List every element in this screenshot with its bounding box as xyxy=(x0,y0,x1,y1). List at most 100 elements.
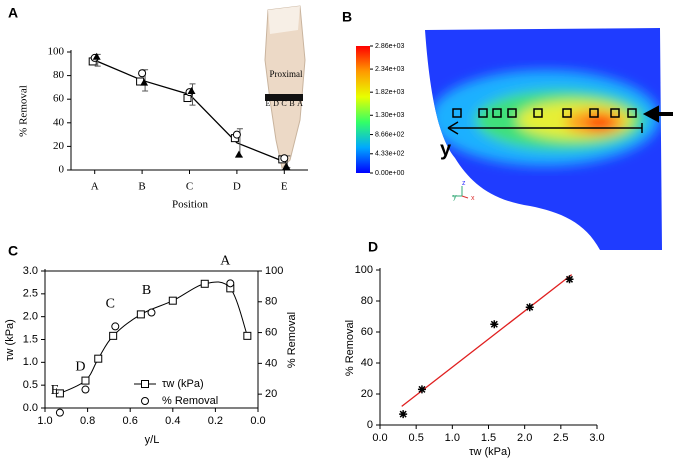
marker xyxy=(168,296,177,305)
legend-marker xyxy=(141,380,149,388)
panel-label: B xyxy=(342,9,352,25)
point-label: B xyxy=(142,283,151,298)
tooth-image: Proximal xyxy=(264,5,306,170)
x-tick-label: 0.2 xyxy=(208,415,223,427)
fit-line xyxy=(401,274,573,407)
y-tick-label: 0.5 xyxy=(23,379,38,391)
colorbar-label: 1.82e+03 xyxy=(375,89,404,96)
panel-label: C xyxy=(8,243,18,259)
y-tick-label: 20 xyxy=(265,388,277,400)
y-tick-label: 1.5 xyxy=(23,333,38,345)
marker xyxy=(417,385,426,394)
x-tick-label: B xyxy=(138,181,145,193)
point-label: A xyxy=(220,254,231,269)
marker xyxy=(140,78,149,86)
y-tick-label: 1.0 xyxy=(23,356,38,368)
marker xyxy=(94,354,103,363)
marker xyxy=(81,376,90,385)
x-tick-label: C xyxy=(186,181,193,193)
contour-plot xyxy=(356,28,673,250)
marker xyxy=(234,150,243,158)
marker xyxy=(92,52,101,60)
x-tick-label: D xyxy=(233,181,241,193)
tooth-letter: D xyxy=(273,99,279,108)
marker xyxy=(280,154,289,163)
y-tick-label: 40 xyxy=(361,357,373,369)
tooth-letter: E xyxy=(266,99,271,108)
y-tick-label: 80 xyxy=(361,295,373,307)
y-tick-label: 2.0 xyxy=(23,311,38,323)
x-tick-label: 0.0 xyxy=(372,432,387,444)
colorbar-label: 2.34e+03 xyxy=(375,66,404,73)
marker xyxy=(111,322,120,331)
legend-marker xyxy=(141,397,149,405)
colorbar-label: 8.66e+02 xyxy=(375,131,404,138)
x-axis-label: Position xyxy=(172,199,209,211)
x-tick-label: A xyxy=(91,181,99,193)
y-axis-label: % Removal xyxy=(344,320,356,376)
tooth-letter: B xyxy=(289,99,294,108)
marker xyxy=(399,410,408,419)
y-tick-label: 20 xyxy=(361,388,373,400)
tooth-letter: C xyxy=(281,99,286,108)
x-tick-label: 0.5 xyxy=(409,432,424,444)
marker xyxy=(187,86,196,94)
point-label: D xyxy=(75,360,85,375)
axis-triad-label: z xyxy=(462,180,466,187)
point-label: C xyxy=(106,297,115,312)
marker xyxy=(490,320,499,329)
point-label: E xyxy=(51,383,60,398)
y-tick-label: 0.0 xyxy=(23,402,38,414)
y-tick-label: 40 xyxy=(265,357,277,369)
legend-label: τw (kPa) xyxy=(162,378,204,390)
x-tick-label: 0.6 xyxy=(123,415,138,427)
colorbar-label: 0.00e+00 xyxy=(375,170,404,177)
series-line xyxy=(94,59,285,163)
marker xyxy=(200,279,209,288)
y-tick-label: 80 xyxy=(53,69,65,81)
x-axis-label: τw (kPa) xyxy=(469,446,511,458)
x-tick-label: 0.4 xyxy=(165,415,180,427)
x-tick-label: 3.0 xyxy=(589,432,604,444)
colorbar-label: 2.86e+03 xyxy=(375,43,404,50)
marker xyxy=(136,310,145,319)
marker xyxy=(55,408,64,417)
y-axis-label: τw (kPa) xyxy=(4,319,16,361)
y-tick-label: 20 xyxy=(53,140,65,152)
x-tick-label: 0.0 xyxy=(250,415,265,427)
marker xyxy=(565,275,574,284)
panel-label: D xyxy=(368,239,378,255)
x-tick-label: 2.5 xyxy=(553,432,568,444)
y-tick-label: 60 xyxy=(53,93,65,105)
panel-label: A xyxy=(8,5,18,21)
axis-triad-label: y xyxy=(453,194,457,201)
x-tick-label: 1.0 xyxy=(37,415,52,427)
x-tick-label: 0.8 xyxy=(80,415,95,427)
y-tick-label: 0 xyxy=(59,164,65,176)
x-tick-label: E xyxy=(281,181,288,193)
y-tick-label: 100 xyxy=(355,264,373,276)
marker xyxy=(243,331,252,340)
colorbar-label: 4.33e+02 xyxy=(375,151,404,158)
marker xyxy=(525,303,534,312)
annotation: y xyxy=(440,138,452,160)
y-tick-label: 100 xyxy=(48,46,65,58)
y-tick-label: 60 xyxy=(265,326,277,338)
legend-label: % Removal xyxy=(162,395,218,407)
y-axis-label: % Removal xyxy=(286,312,298,368)
y-tick-label: 100 xyxy=(265,265,283,277)
marker xyxy=(282,162,291,170)
y-tick-label: 3.0 xyxy=(23,265,38,277)
y-tick-label: 0 xyxy=(367,419,373,431)
x-tick-label: 1.5 xyxy=(481,432,496,444)
x-tick-label: 2.0 xyxy=(517,432,532,444)
marker xyxy=(147,308,156,317)
y-tick-label: 40 xyxy=(53,116,65,128)
marker xyxy=(81,385,90,394)
marker xyxy=(232,130,241,139)
marker xyxy=(55,389,64,398)
colorbar-label: 1.30e+03 xyxy=(375,112,404,119)
tooth-letter: A xyxy=(297,99,303,108)
